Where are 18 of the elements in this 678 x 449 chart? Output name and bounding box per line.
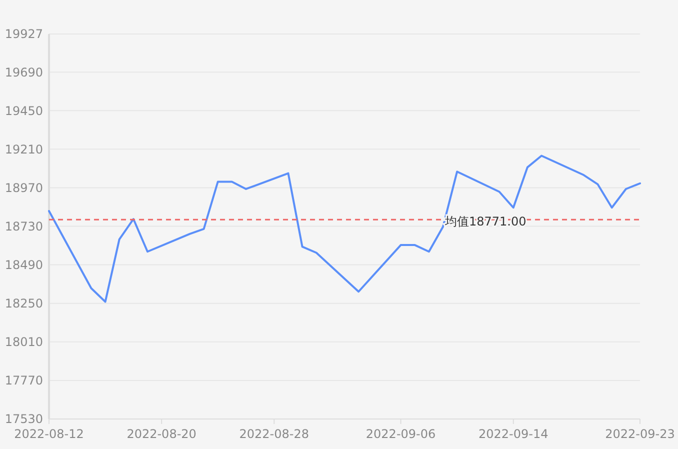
y-tick-label: 19690 (4, 65, 43, 80)
x-tick-label: 2022-09-14 (478, 427, 548, 441)
line-series (48, 154, 641, 303)
x-tick-label: 2022-09-06 (366, 427, 436, 441)
x-tick-label: 2022-08-28 (239, 427, 310, 441)
x-tick-label: 2022-08-20 (126, 427, 196, 441)
y-tick-label: 18730 (4, 219, 43, 234)
y-tick-label: 18010 (4, 335, 43, 350)
x-tick-label: 2022-09-23 (605, 427, 675, 441)
x-tick-label: 2022-08-12 (14, 427, 84, 441)
y-tick-label: 18490 (4, 258, 43, 272)
y-tick-label: 17530 (4, 412, 43, 426)
y-tick-label: 18250 (4, 296, 43, 311)
y-tick-label: 17770 (4, 374, 43, 388)
y-tick-label: 18970 (4, 180, 43, 195)
y-tick-label: 19927 (4, 27, 43, 42)
y-tick-label: 19210 (4, 142, 43, 156)
y-tick-label: 19450 (4, 104, 43, 118)
